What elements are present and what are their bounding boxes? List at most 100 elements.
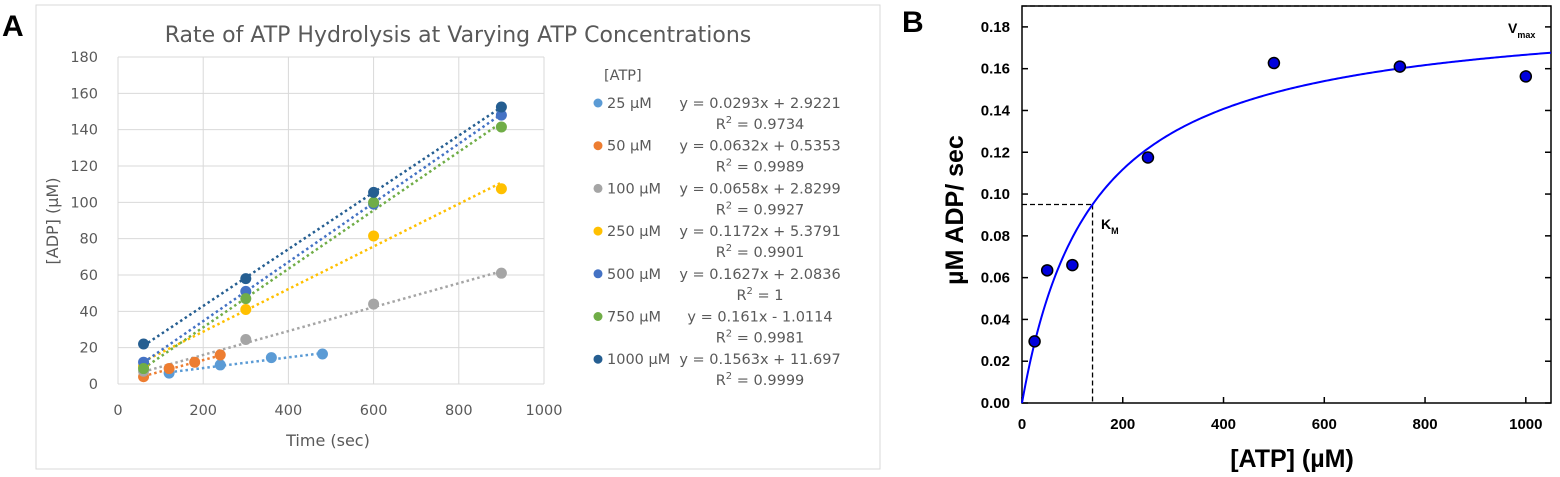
- panel-a-data-point: [189, 356, 201, 368]
- panel-a-legend-equation: y = 0.1172x + 5.3791: [679, 224, 840, 240]
- panel-a-legend-r2-symbol: R: [716, 160, 726, 176]
- panel-a-trendline-2: [143, 270, 502, 373]
- panel-a-y-tick-label: 80: [80, 232, 98, 248]
- panel-a-data-point: [214, 359, 226, 371]
- panel-a-data-point: [240, 304, 252, 316]
- panel-a-legend-name: 100 µM: [607, 181, 661, 197]
- panel-b-chart: 0.00 0.02 0.04 0.06 0.08 0.10 0.12 0.14 0.16 0.18…: [941, 5, 1552, 473]
- panel-b-y-axis-label: µM ADP/ sec: [941, 135, 969, 285]
- panel-a-x-tick-label: 400: [275, 403, 303, 419]
- panel-a-legend-marker: [593, 354, 603, 364]
- panel-a-trendline-5: [142, 121, 503, 370]
- panel-a-x-tick-label: 1000: [526, 403, 563, 419]
- panel-a-y-tick-label: 180: [70, 50, 98, 66]
- panel-b-y-tick-label: 0.04: [981, 311, 1011, 328]
- panel-a-points: [138, 101, 507, 383]
- panel-a-data-point: [495, 109, 507, 121]
- panel-a-legend-name: 500 µM: [607, 267, 661, 283]
- panel-a-data-point: [214, 349, 226, 361]
- panel-a-label: A: [2, 10, 24, 43]
- panel-a-data-point: [138, 338, 150, 350]
- panel-a-legend-r2-symbol: R: [716, 117, 726, 133]
- panel-a-data-point: [368, 186, 380, 198]
- panel-b-data-point: [1066, 258, 1079, 272]
- panel-b-vmax-subscript: max: [1517, 30, 1535, 40]
- panel-a-legend-marker: [593, 226, 603, 236]
- panel-a-data-point: [240, 333, 252, 345]
- panel-a-legend-r2-value: = 0.9999: [732, 373, 804, 389]
- panel-a-trendline-1: [143, 354, 221, 378]
- panel-b-plot-frame: [1021, 5, 1552, 404]
- panel-b-vmax-label: Vmax: [1508, 20, 1535, 40]
- panel-a-legend-r2-symbol: R: [716, 331, 726, 347]
- panel-a-y-tick-label: 60: [80, 268, 98, 284]
- panel-b-axes: 0.00 0.02 0.04 0.06 0.08 0.10 0.12 0.14 0.16 0.18…: [981, 5, 1552, 433]
- panel-a-x-tick-label: 0: [113, 403, 122, 419]
- panel-a-legend-r2: R2 = 0.9989: [716, 158, 805, 176]
- panel-a-data-point: [495, 267, 507, 279]
- panel-a-x-tick-label: 200: [189, 403, 217, 419]
- panel-b-x-tick-label: 800: [1413, 416, 1438, 433]
- panel-a-x-axis-label: Time (sec): [285, 431, 370, 450]
- panel-a-trendline-3: [143, 181, 502, 363]
- panel-a-y-tick-label: 120: [70, 159, 98, 175]
- panel-b-vmax-letter: V: [1508, 20, 1518, 36]
- panel-a-legend-marker: [593, 98, 603, 108]
- panel-a-legend-r2-exponent: 2: [726, 371, 732, 382]
- panel-a-legend-r2-value: = 1: [753, 288, 784, 304]
- panel-a-data-point: [495, 121, 507, 133]
- panel-a-legend-marker: [593, 269, 603, 279]
- panel-a-legend-r2: R2 = 0.9734: [716, 115, 805, 133]
- panel-a-legend-r2-exponent: 2: [726, 329, 732, 340]
- panel-a-axes: 0 20 40 60 80 100 120 140 160 180 0 200 400 600 800 100…: [70, 50, 562, 419]
- panel-a-legend-equation: y = 0.0658x + 2.8299: [679, 181, 840, 197]
- panel-a-legend-name: 1000 µM: [607, 352, 670, 368]
- panel-a-legend-equation: y = 0.161x - 1.0114: [687, 310, 832, 326]
- panel-a-data-point: [240, 273, 252, 285]
- panel-a-legend-equation: y = 0.1627x + 2.0836: [679, 267, 840, 283]
- panel-a-legend-marker: [593, 141, 603, 151]
- panel-a-y-tick-label: 20: [80, 341, 98, 357]
- panel-b-data-point: [1028, 335, 1041, 348]
- panel-a-chart-frame: [35, 4, 881, 470]
- panel-b-data-point: [1519, 70, 1533, 83]
- panel-a-trendline-6: [142, 106, 503, 347]
- panel-a-legend-equation: y = 0.1563x + 11.697: [679, 352, 840, 368]
- panel-b-x-tick-label: 1000: [1509, 416, 1542, 433]
- panel-a-legend-r2: R2 = 1: [736, 286, 783, 304]
- panel-b-km-label: KM: [1101, 216, 1119, 236]
- panel-a-x-tick-label: 800: [445, 403, 473, 419]
- panel-b-x-tick-label: 400: [1211, 416, 1236, 433]
- panel-a-title: Rate of ATP Hydrolysis at Varying ATP Co…: [165, 23, 752, 48]
- panel-a-data-point: [368, 196, 380, 208]
- panel-a-legend-r2-exponent: 2: [726, 200, 732, 211]
- panel-b-y-tick-label: 0.14: [981, 102, 1011, 119]
- panel-b-points: [1028, 56, 1533, 348]
- panel-a-legend-name: 50 µM: [607, 139, 652, 155]
- panel-a-legend-r2-symbol: R: [736, 288, 746, 304]
- panel-a-legend-r2-value: = 0.9927: [732, 202, 804, 218]
- panel-a-legend-marker: [593, 312, 603, 321]
- panel-a-legend-title: [ATP]: [604, 68, 642, 84]
- panel-a-trendline-0: [168, 351, 323, 374]
- panel-a-legend-name: 25 µM: [607, 96, 652, 112]
- panel-b-y-tick-label: 0.08: [981, 228, 1010, 245]
- panel-a-legend-r2: R2 = 0.9999: [716, 371, 805, 389]
- panel-a-data-point: [495, 101, 507, 113]
- panel-b-data-point: [1040, 264, 1054, 277]
- panel-a-y-axis-label: [ADP] (µM): [43, 178, 62, 265]
- panel-b-km-letter: K: [1101, 216, 1111, 232]
- panel-a-legend-name: 250 µM: [607, 224, 661, 240]
- panel-a-legend-r2: R2 = 0.9981: [716, 329, 805, 347]
- panel-b-guide-lines: [1022, 5, 1551, 403]
- panel-b-y-tick-label: 0.00: [981, 395, 1010, 412]
- panel-b-x-tick-label: 600: [1312, 416, 1337, 433]
- panel-b-fit-curve: [1021, 51, 1552, 404]
- panel-a-legend-r2-symbol: R: [716, 202, 726, 218]
- panel-a-legend-equation: y = 0.0632x + 0.5353: [679, 139, 840, 155]
- panel-a-data-point: [240, 293, 252, 305]
- panel-a-legend-r2-value: = 0.9981: [732, 331, 804, 347]
- panel-a-data-point: [138, 363, 150, 375]
